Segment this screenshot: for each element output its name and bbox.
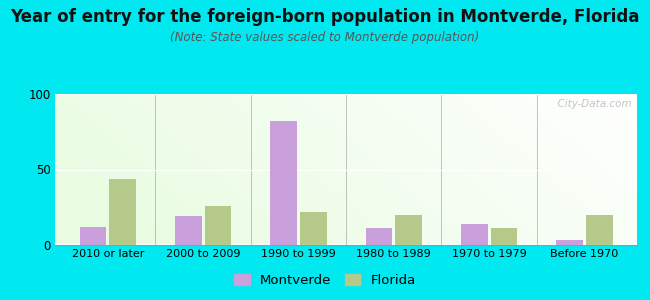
Bar — [556, 240, 583, 244]
Text: City-Data.com: City-Data.com — [551, 99, 631, 109]
Bar — [491, 228, 517, 244]
Bar — [79, 226, 106, 244]
Bar — [300, 212, 326, 244]
Bar — [366, 228, 393, 244]
Bar — [175, 216, 202, 244]
Bar — [395, 214, 422, 244]
Bar — [109, 178, 136, 244]
Bar — [461, 224, 488, 244]
Bar — [586, 214, 613, 244]
Bar — [270, 122, 297, 244]
Legend: Montverde, Florida: Montverde, Florida — [228, 268, 422, 292]
Bar — [205, 206, 231, 244]
Text: (Note: State values scaled to Montverde population): (Note: State values scaled to Montverde … — [170, 32, 480, 44]
Text: Year of entry for the foreign-born population in Montverde, Florida: Year of entry for the foreign-born popul… — [10, 8, 640, 26]
